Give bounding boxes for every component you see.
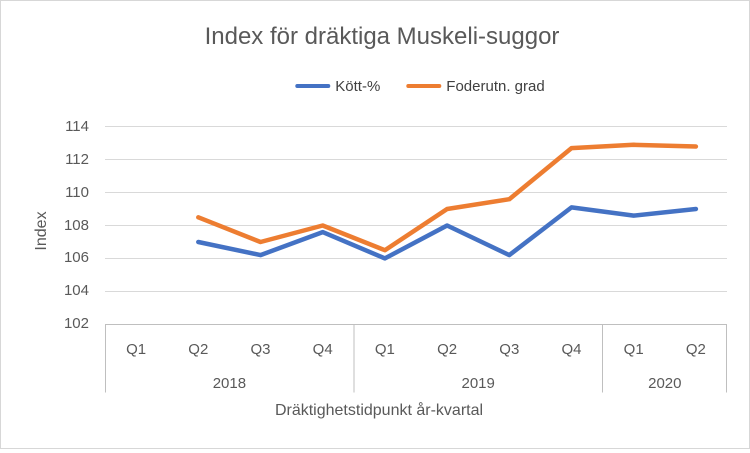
series-line-1 [196,142,699,253]
x-quarter-label: Q1 [126,341,147,358]
chart-title: Index för dräktiga Muskeli-suggor [204,23,560,50]
x-quarter-label: Q2 [437,341,458,358]
y-tick-label: 110 [65,183,89,201]
plot-area [105,126,727,393]
x-quarter-label: Q3 [250,341,271,358]
legend: Kött-% Foderutn. grad [295,77,545,95]
y-tick-label: 108 [63,216,89,234]
x-quarter-label: Q2 [188,341,209,358]
y-tick-label: 106 [63,249,89,267]
x-year-label: 2019 [461,375,495,392]
x-year-label: 2018 [212,375,247,392]
y-tick-label: 104 [63,282,89,300]
y-tick-label: 102 [63,315,89,333]
legend-label-foderutn: Foderutn. grad [446,77,545,95]
x-quarter-label: Q2 [685,341,706,358]
x-quarter-label: Q3 [499,341,520,358]
series-line-0 [196,205,699,261]
x-quarter-label: Q4 [561,341,582,358]
y-tick-label: 112 [65,150,89,168]
foderutn-line-swatch-icon [406,84,442,88]
y-tick-label: 114 [65,117,89,135]
legend-item-foderutn: Foderutn. grad [406,77,545,95]
x-quarter-label: Q4 [312,341,333,358]
kott-line-swatch-icon [295,84,331,88]
x-quarter-label: Q1 [374,341,395,358]
x-axis-title: Dräktighetstidpunkt år-kvartal [274,402,484,419]
legend-item-kott: Kött-% [295,78,380,95]
legend-label-kott: Kött-% [335,77,381,95]
x-quarter-label: Q1 [623,341,644,358]
x-year-label: 2020 [648,375,682,392]
